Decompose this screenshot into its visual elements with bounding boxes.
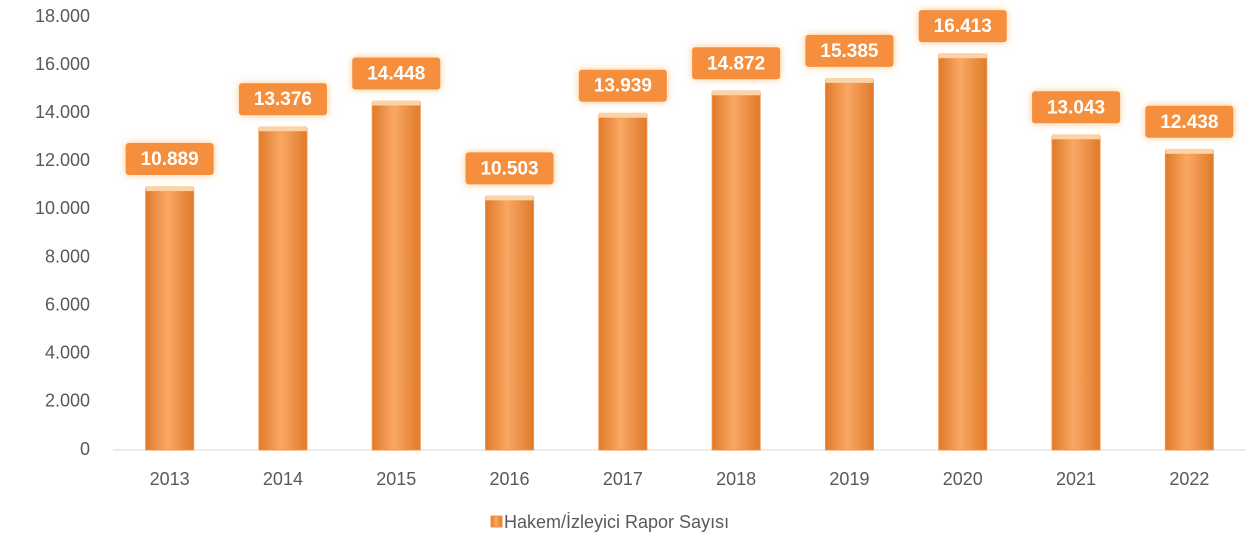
value-label: 16.413 xyxy=(934,16,992,37)
bar-top xyxy=(1052,134,1101,140)
bar xyxy=(485,196,535,451)
value-label-box xyxy=(805,34,894,67)
bar xyxy=(145,187,195,451)
legend-label: Hakem/İzleyici Rapor Sayısı xyxy=(504,512,729,532)
value-label: 13.939 xyxy=(594,76,652,97)
bar xyxy=(1164,150,1214,451)
bar-top xyxy=(1165,148,1214,154)
value-label-box xyxy=(918,10,1007,43)
x-tick-label: 2017 xyxy=(603,469,643,489)
y-tick-label: 14.000 xyxy=(35,102,90,122)
value-label-box xyxy=(1145,105,1234,138)
bar-top xyxy=(485,195,534,201)
bar-top xyxy=(258,126,307,132)
value-label: 10.889 xyxy=(141,149,199,170)
y-tick-label: 18.000 xyxy=(35,6,90,26)
value-label-box xyxy=(465,152,554,185)
bar-top xyxy=(825,77,874,83)
x-tick-label: 2014 xyxy=(263,469,303,489)
y-tick-label: 6.000 xyxy=(45,294,90,314)
x-tick-label: 2020 xyxy=(943,469,983,489)
value-label: 15.385 xyxy=(820,41,879,62)
bar-top xyxy=(145,186,194,192)
y-tick-label: 16.000 xyxy=(35,54,90,74)
value-label: 13.043 xyxy=(1047,97,1105,118)
bar xyxy=(258,127,308,451)
bar xyxy=(711,91,761,451)
legend-swatch xyxy=(490,515,503,528)
value-label-box xyxy=(238,83,327,116)
bar xyxy=(598,114,648,451)
y-tick-label: 12.000 xyxy=(35,150,90,170)
bar xyxy=(371,101,421,451)
y-tick-label: 8.000 xyxy=(45,246,90,266)
value-label: 12.438 xyxy=(1160,112,1218,133)
bar-top xyxy=(598,112,647,118)
y-tick-label: 4.000 xyxy=(45,343,90,363)
x-tick-label: 2018 xyxy=(716,469,756,489)
bar xyxy=(938,54,988,451)
value-label-box xyxy=(125,143,214,176)
value-label-box xyxy=(352,57,441,90)
value-label-box xyxy=(1032,91,1121,124)
value-label: 14.872 xyxy=(707,53,765,74)
y-tick-label: 2.000 xyxy=(45,391,90,411)
x-tick-label: 2016 xyxy=(490,469,530,489)
x-tick-label: 2019 xyxy=(829,469,869,489)
value-label: 13.376 xyxy=(254,89,312,110)
bar-top xyxy=(712,90,761,96)
x-tick-label: 2015 xyxy=(376,469,416,489)
x-tick-label: 2022 xyxy=(1169,469,1209,489)
bar xyxy=(1051,135,1101,451)
x-tick-label: 2013 xyxy=(150,469,190,489)
y-tick-label: 0 xyxy=(80,439,90,459)
bar-top xyxy=(372,100,421,106)
value-label-box xyxy=(692,47,781,80)
bar xyxy=(824,79,874,451)
value-label: 10.503 xyxy=(480,158,538,179)
value-label-box xyxy=(578,69,667,102)
y-tick-label: 10.000 xyxy=(35,198,90,218)
x-tick-label: 2021 xyxy=(1056,469,1096,489)
value-label: 14.448 xyxy=(367,63,425,84)
bar-top xyxy=(938,53,987,59)
